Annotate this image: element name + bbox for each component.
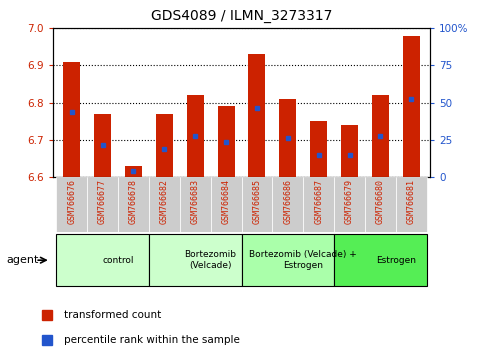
Bar [118, 177, 149, 232]
Bar [303, 177, 334, 232]
Bar [94, 114, 111, 177]
Text: GSM766681: GSM766681 [407, 179, 416, 224]
Bar [87, 177, 118, 232]
Text: GSM766676: GSM766676 [67, 179, 76, 224]
Text: GSM766680: GSM766680 [376, 179, 385, 224]
Text: transformed count: transformed count [64, 310, 161, 320]
Bar [156, 114, 173, 177]
Text: GSM766679: GSM766679 [345, 179, 354, 224]
Text: GSM766687: GSM766687 [314, 179, 323, 224]
Bar [365, 177, 396, 232]
Bar [334, 177, 365, 232]
Bar [272, 177, 303, 232]
Bar [334, 234, 427, 286]
Bar [149, 234, 242, 286]
Bar [217, 107, 235, 177]
Bar [279, 99, 296, 177]
Text: GDS4089 / ILMN_3273317: GDS4089 / ILMN_3273317 [151, 9, 332, 23]
Bar [403, 36, 420, 177]
Text: Estrogen: Estrogen [376, 256, 416, 265]
Bar [310, 121, 327, 177]
Bar [372, 95, 389, 177]
Bar [242, 177, 272, 232]
Bar [248, 55, 266, 177]
Text: GSM766685: GSM766685 [253, 179, 261, 224]
Bar [125, 166, 142, 177]
Bar [63, 62, 80, 177]
Bar [180, 177, 211, 232]
Text: GSM766677: GSM766677 [98, 179, 107, 224]
Bar [56, 234, 149, 286]
Text: percentile rank within the sample: percentile rank within the sample [64, 335, 240, 344]
Bar [242, 234, 334, 286]
Text: Bortezomib (Velcade) +
Estrogen: Bortezomib (Velcade) + Estrogen [249, 251, 357, 270]
Text: GSM766684: GSM766684 [222, 179, 230, 224]
Text: GSM766682: GSM766682 [160, 179, 169, 224]
Bar [211, 177, 242, 232]
Text: GSM766686: GSM766686 [284, 179, 292, 224]
Text: Bortezomib
(Velcade): Bortezomib (Velcade) [185, 251, 237, 270]
Text: agent: agent [6, 255, 39, 265]
Bar [56, 177, 87, 232]
Bar [396, 177, 427, 232]
Text: control: control [102, 256, 134, 265]
Text: GSM766683: GSM766683 [191, 179, 199, 224]
Bar [187, 95, 204, 177]
Text: GSM766678: GSM766678 [129, 179, 138, 224]
Bar [149, 177, 180, 232]
Bar [341, 125, 358, 177]
